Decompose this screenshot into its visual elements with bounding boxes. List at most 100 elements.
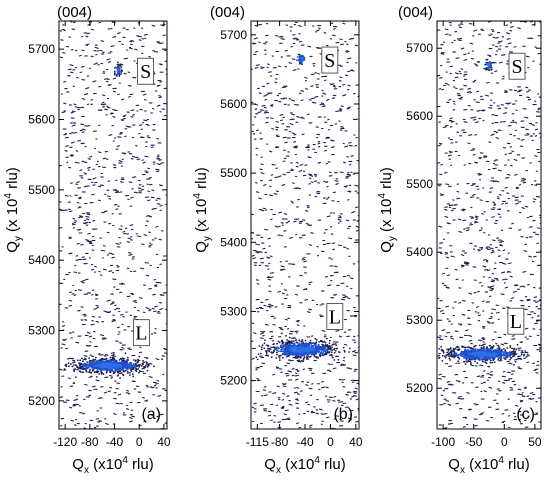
noise-dot <box>342 402 346 405</box>
noise-dot <box>77 289 82 291</box>
noise-dot <box>330 83 335 86</box>
noise-dot <box>132 176 137 178</box>
noise-dot <box>486 269 491 272</box>
peak-point <box>335 344 338 347</box>
noise-dot <box>106 58 111 61</box>
noise-dot <box>534 135 538 137</box>
noise-dot <box>254 24 258 27</box>
x-tick-label: -80 <box>81 435 99 449</box>
noise-dot <box>527 299 531 302</box>
noise-dot <box>294 372 298 375</box>
peak-point <box>314 346 318 349</box>
x-tick-label: 0 <box>327 435 334 449</box>
noise-dot <box>479 199 483 201</box>
noise-dot <box>343 161 346 164</box>
peak-point <box>296 341 299 344</box>
noise-dot <box>480 412 485 415</box>
noise-dot <box>129 224 134 227</box>
noise-dot <box>262 247 266 250</box>
noise-dot <box>281 184 286 186</box>
peak-point <box>465 353 468 356</box>
peak-point <box>120 71 123 73</box>
noise-dot <box>437 354 441 357</box>
peak-point <box>275 357 278 359</box>
noise-dot <box>353 350 357 352</box>
peak-point <box>315 348 318 352</box>
noise-dot <box>295 320 299 323</box>
noise-dot <box>132 114 136 116</box>
peak-point <box>507 352 509 354</box>
peak-point <box>481 358 484 361</box>
peak-point <box>146 357 149 360</box>
noise-dot <box>112 36 117 38</box>
noise-dot <box>70 141 75 144</box>
noise-dot <box>529 392 534 394</box>
noise-dot <box>342 94 347 97</box>
peak-point <box>132 375 135 378</box>
peak-point <box>309 355 312 358</box>
noise-dot <box>151 24 156 27</box>
noise-dot <box>521 138 525 141</box>
noise-dot <box>291 113 295 116</box>
noise-dot <box>506 32 511 35</box>
noise-dot <box>526 90 530 93</box>
peak-point <box>481 360 484 363</box>
noise-dot <box>475 185 479 188</box>
x-tick-label: -115 <box>246 435 269 449</box>
peak-point <box>283 349 286 351</box>
noise-dot <box>440 52 445 55</box>
peak-point <box>304 344 307 348</box>
noise-dot <box>253 37 258 40</box>
noise-dot <box>148 376 153 378</box>
peak-label-box <box>321 46 339 74</box>
peak-point <box>505 355 508 358</box>
noise-dot <box>301 258 306 261</box>
peak-point <box>263 342 266 345</box>
noise-dot <box>524 205 529 208</box>
peak-point <box>143 366 145 368</box>
peak-point <box>328 339 331 342</box>
noise-dot <box>504 153 508 156</box>
noise-dot <box>505 177 510 179</box>
noise-dot <box>296 116 300 118</box>
peak-point <box>313 355 316 357</box>
noise-dot <box>145 171 149 174</box>
peak-point <box>490 68 493 71</box>
noise-dot <box>282 173 286 176</box>
peak-point <box>319 351 322 354</box>
peak-point <box>142 359 144 362</box>
peak-point <box>446 351 449 354</box>
peak-point <box>515 353 518 355</box>
noise-dot <box>450 337 455 340</box>
peak-point <box>302 341 305 344</box>
peak-point <box>483 349 485 352</box>
noise-dot <box>75 76 79 79</box>
noise-dot <box>509 21 513 24</box>
noise-dot <box>535 301 538 304</box>
noise-dot <box>84 278 89 281</box>
noise-dot <box>258 197 262 200</box>
peak-point <box>503 357 505 359</box>
noise-dot <box>506 173 511 176</box>
peak-point <box>293 353 296 356</box>
noise-dot <box>293 220 297 223</box>
noise-dot <box>131 380 136 383</box>
noise-dot <box>513 46 517 48</box>
peak-point <box>103 361 105 363</box>
noise-dot <box>156 197 161 200</box>
noise-dot <box>285 374 290 377</box>
peak-point <box>128 366 131 368</box>
peak-point <box>333 359 336 361</box>
noise-dot <box>130 157 134 160</box>
peak-point <box>113 365 117 368</box>
peak-point <box>98 367 101 370</box>
noise-dot <box>77 206 82 209</box>
peak-point <box>277 340 280 343</box>
noise-dot <box>260 163 264 166</box>
peak-point <box>306 358 308 360</box>
peak-point <box>246 347 248 349</box>
noise-dot <box>264 298 269 301</box>
noise-dot <box>117 136 122 138</box>
peak-point <box>285 353 287 355</box>
peak-point <box>485 362 488 365</box>
